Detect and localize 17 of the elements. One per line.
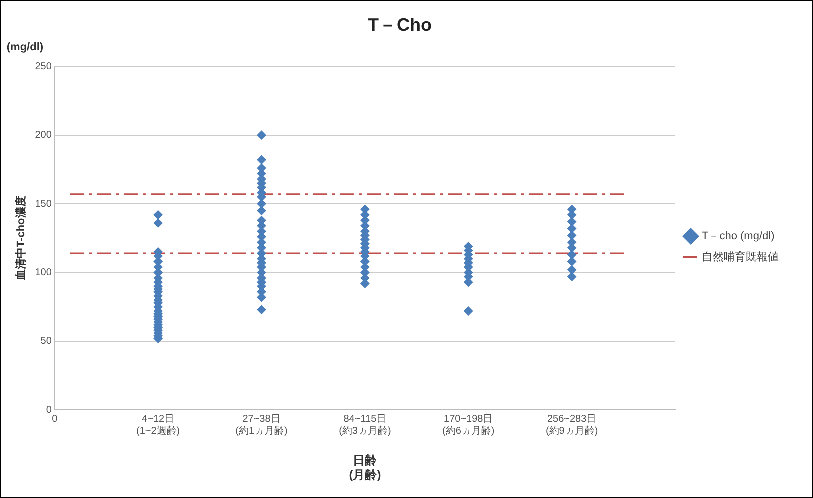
y-tick-label: 150 [35, 198, 52, 210]
y-axis-title: 血清中T-cho濃度 [14, 196, 28, 282]
y-tick-label: 50 [40, 336, 52, 348]
y-tick-label: 0 [46, 404, 52, 416]
x-tick-label: 27~38日 (約1ヵ月齢) [236, 414, 288, 437]
x-tick-label: 170~198日 (約6ヵ月齢) [442, 414, 495, 437]
chart-title: T－Cho [368, 14, 432, 35]
y-tick-label: 200 [35, 130, 52, 142]
x-tick-label: 256~283日 (約9ヵ月齢) [546, 414, 598, 437]
x-tick-label: 84~115日 (約3ヵ月齢) [339, 414, 392, 437]
legend-label: 自然哺育既報値 [702, 250, 779, 264]
x-tick-label: 4~12日 (1~2週齢) [136, 414, 180, 437]
x-axis-title: 日齢 (月齢) [349, 454, 382, 482]
legend-label: T－cho (mg/dl) [702, 230, 775, 243]
y-tick-label: 100 [35, 268, 52, 279]
text: (mg/dl) [6, 42, 44, 54]
y-tick-label: 250 [35, 61, 52, 72]
